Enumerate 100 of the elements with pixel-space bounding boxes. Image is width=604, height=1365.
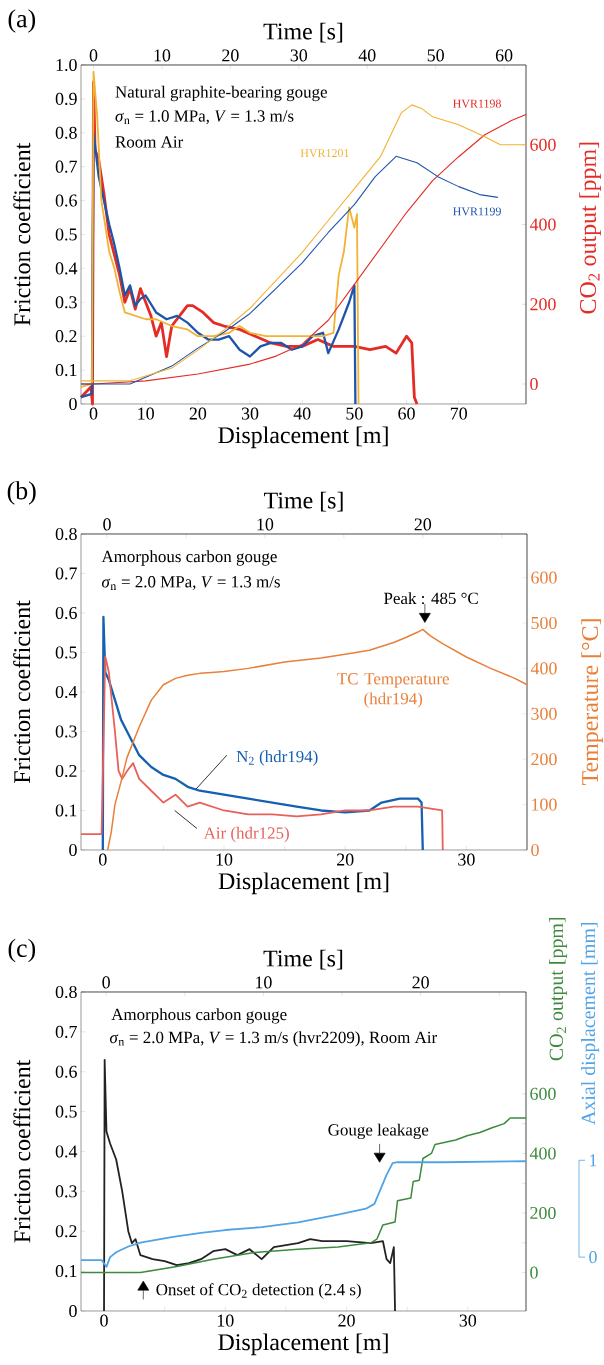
y2-tick-label: 600 xyxy=(531,571,557,584)
y-tick-label: 0.8 xyxy=(55,985,77,999)
y2-tick-label: 200 xyxy=(530,298,556,311)
x2-tick-label: 20 xyxy=(414,518,432,531)
annotation: σ$_{n}$ = 2.0 MPa, V = 1.3 m/s (hvr2209), Room Air xyxy=(109,1031,438,1047)
y2-axis-title: Temperature [°C] xyxy=(581,619,603,785)
y-tick-label: 0.8 xyxy=(55,527,77,541)
y-tick-label: 1.0 xyxy=(56,58,77,72)
x-tick-label: 20 xyxy=(337,853,354,866)
y-tick-label: 0.3 xyxy=(55,296,77,309)
y-tick-label: 0 xyxy=(69,843,77,857)
x-tick-label: 30 xyxy=(241,407,259,420)
y-tick-label: 0.3 xyxy=(55,1185,77,1198)
series-label: Air (hdr125) xyxy=(203,826,289,843)
x-axis-title: Displacement [m] xyxy=(218,426,388,449)
y-tick-label: 0.6 xyxy=(55,606,77,620)
text: HVR1201 xyxy=(300,149,349,158)
annotation: Onset of CO$_{2}$ detection (2.4 s) xyxy=(156,1283,361,1299)
x-tick-label: 40 xyxy=(293,407,311,420)
y-tick-label: 0.4 xyxy=(55,685,78,699)
x2-tick-label: 10 xyxy=(154,49,171,62)
y-tick-label: 0.9 xyxy=(55,92,77,105)
y-axis-title: Friction coefficient xyxy=(13,600,31,784)
series-label: HVR1199 xyxy=(453,207,501,216)
y-tick-label: 0.3 xyxy=(55,725,77,738)
y-tick-label: 0.1 xyxy=(55,1265,77,1278)
x2-axis-title: Time [s] xyxy=(264,491,343,512)
y2-tick-label: 200 xyxy=(531,753,557,766)
series-label: HVR1198 xyxy=(453,99,501,108)
x-tick-label: 60 xyxy=(398,407,415,420)
x2-tick-label: 20 xyxy=(222,49,239,62)
y-tick-label: 0.2 xyxy=(55,330,77,343)
x2-tick-label: 10 xyxy=(257,518,274,531)
y-tick-label: 0 xyxy=(69,397,77,411)
x-tick-label: 30 xyxy=(458,853,475,866)
x-axis-title: Displacement [m] xyxy=(218,872,389,895)
x2-tick-label: 0 xyxy=(102,976,110,989)
x-tick-label: 0 xyxy=(99,853,107,866)
x-tick-label: 20 xyxy=(338,1314,355,1327)
line-series xyxy=(80,1117,527,1274)
x-tick-label: 10 xyxy=(217,1314,234,1327)
y-tick-label: 0.5 xyxy=(55,228,77,241)
chart-title: (b) xyxy=(7,481,36,505)
line-series xyxy=(80,1160,527,1268)
y2-tick-label: 300 xyxy=(531,707,557,720)
x-tick-label: 10 xyxy=(216,853,233,866)
annotation: Amorphous carbon gouge xyxy=(111,1008,287,1024)
annotation: Peak : 485 °C xyxy=(383,592,478,605)
x2-tick-label: 60 xyxy=(495,49,513,62)
annotation: Natural graphite-bearing gouge xyxy=(115,85,327,102)
x2-axis-title: Time [s] xyxy=(263,22,343,43)
y-tick-label: 0.1 xyxy=(55,364,77,377)
x-tick-label: 10 xyxy=(138,407,154,420)
x-tick-label: 30 xyxy=(459,1314,477,1327)
y2-tick-label: 0 xyxy=(530,1266,538,1279)
y-tick-label: 0.6 xyxy=(55,194,77,207)
y-tick-label: 0.2 xyxy=(55,1225,77,1238)
y2-tick-label: 600 xyxy=(530,1087,556,1100)
y2-tick-label: 400 xyxy=(529,1147,556,1160)
y2-axis-title: CO$_{2}$ output [ppm] xyxy=(549,917,568,1061)
annotation: Gouge leakage xyxy=(328,1123,429,1140)
y-tick-label: 0.4 xyxy=(55,1145,78,1158)
series-label: N$_{2}$ (hdr194) xyxy=(236,750,318,766)
x2-tick-label: 10 xyxy=(256,976,272,989)
y2-tick-label: 500 xyxy=(531,616,557,630)
y-tick-label: 0.5 xyxy=(55,646,77,659)
series-label: TC Temperature (hdr194) xyxy=(337,673,449,708)
x2-tick-label: 30 xyxy=(290,49,308,62)
y2-tick-label: 400 xyxy=(529,218,556,231)
y-tick-label: 0.6 xyxy=(55,1065,77,1078)
y-tick-label: 0.7 xyxy=(55,160,77,173)
x-tick-label: 0 xyxy=(89,407,98,420)
x-tick-label: 70 xyxy=(450,407,467,420)
y-tick-label: 0 xyxy=(69,1304,77,1318)
chart-title: (a) xyxy=(8,9,36,33)
x-axis-title: Displacement [m] xyxy=(218,1333,388,1356)
y3-axis-title: Axial displacement [mm] xyxy=(581,922,600,1125)
x-tick-label: 50 xyxy=(346,407,363,420)
annotation: σ$_{n}$ = 2.0 MPa, V = 1.3 m/s xyxy=(101,576,280,590)
y2-axis-title: CO$_{2}$ output [ppm] xyxy=(579,142,601,314)
x2-axis-title: Time [s] xyxy=(263,949,343,970)
y-tick-label: 0.8 xyxy=(55,126,77,139)
y-tick-label: 0.2 xyxy=(55,764,77,778)
annotation: Amorphous carbon gouge xyxy=(101,550,277,566)
y3-tick-label: 0 xyxy=(589,1251,597,1264)
x-tick-label: 20 xyxy=(189,407,207,420)
x-tick-label: 0 xyxy=(100,1314,108,1327)
y2-tick-label: 100 xyxy=(532,798,557,811)
y-tick-label: 0.4 xyxy=(55,262,78,275)
y2-tick-label: 0 xyxy=(531,843,539,857)
y2-tick-label: 200 xyxy=(530,1206,556,1220)
y-tick-label: 0.1 xyxy=(55,804,77,817)
chart-title: (c) xyxy=(8,938,36,963)
y2-tick-label: 600 xyxy=(530,138,556,151)
x2-tick-label: 50 xyxy=(427,49,444,62)
y-tick-label: 0.7 xyxy=(55,1025,77,1038)
x2-tick-label: 40 xyxy=(358,49,376,62)
annotation: Room Air xyxy=(115,136,184,148)
y2-tick-label: 400 xyxy=(530,662,557,675)
x2-tick-label: 0 xyxy=(89,49,98,62)
